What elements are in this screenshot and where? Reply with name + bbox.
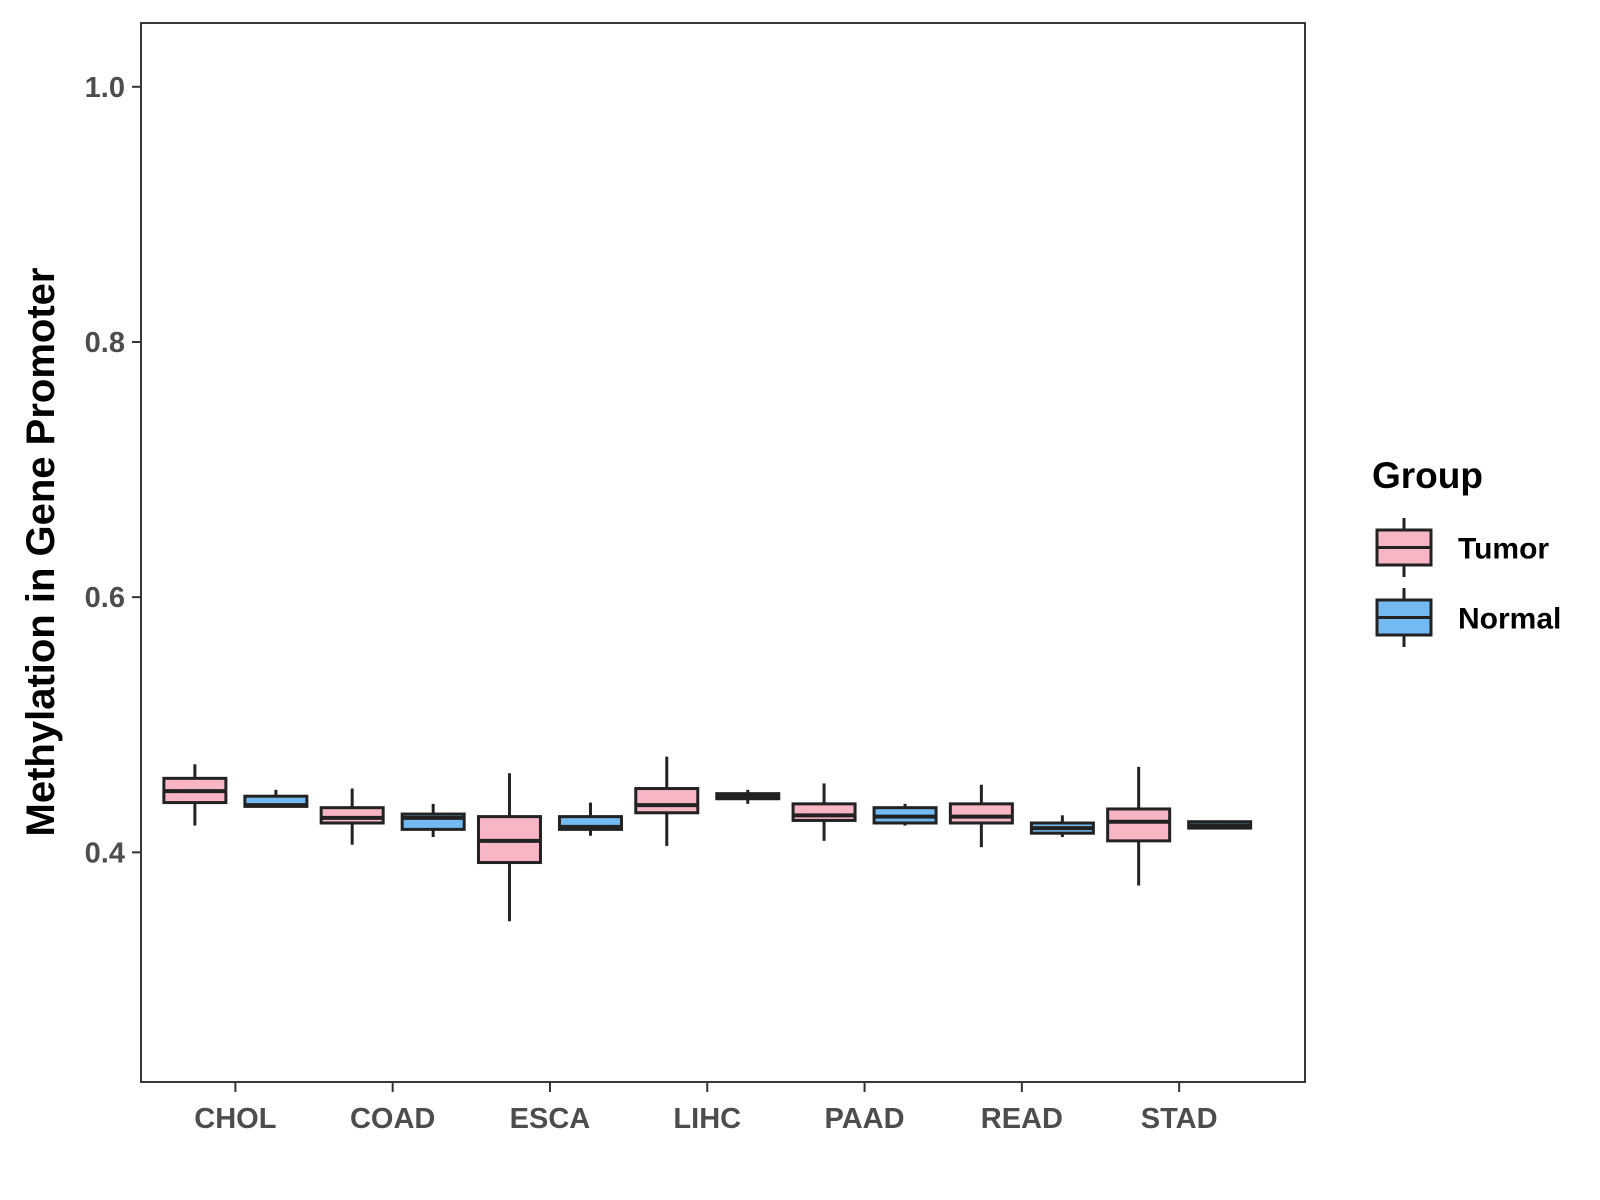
box-tumor-lihc [634, 756, 700, 846]
legend-title: Group [1372, 455, 1483, 496]
x-tick-label: READ [981, 1103, 1063, 1135]
box-body [948, 802, 1014, 825]
box-tumor-read [948, 784, 1014, 848]
box-tumor-paad [791, 783, 857, 841]
x-tick-label: COAD [350, 1103, 435, 1135]
x-tick-label: LIHC [673, 1103, 741, 1135]
x-tick-label: STAD [1141, 1103, 1218, 1135]
y-axis-title: Methylation in Gene Promoter [19, 268, 63, 837]
box-normal-lihc [715, 789, 781, 804]
box-body [319, 806, 385, 825]
box-normal-chol [243, 789, 309, 808]
y-tick-label: 1.0 [85, 72, 125, 104]
y-axis: 0.4 0.6 0.8 1.0 [85, 72, 141, 869]
box-body [1106, 807, 1172, 843]
legend-item-tumor: Tumor [1375, 518, 1549, 577]
box-tumor-esca [476, 773, 542, 922]
plot-panel-border [140, 22, 1306, 1083]
box-body [791, 802, 857, 822]
legend-label: Tumor [1458, 533, 1549, 566]
x-tick-label: CHOL [194, 1103, 276, 1135]
box-normal-paad [872, 803, 938, 826]
x-tick-label: ESCA [510, 1103, 591, 1135]
legend-label: Normal [1458, 603, 1561, 636]
legend-item-normal: Normal [1375, 588, 1561, 647]
box-tumor-coad [319, 788, 385, 845]
box-normal-coad [400, 803, 466, 838]
box-normal-read [1029, 815, 1095, 838]
y-tick-label: 0.4 [85, 837, 125, 869]
x-tick-label: PAAD [825, 1103, 905, 1135]
box-tumor-chol [162, 764, 228, 826]
box-normal-esca [557, 802, 623, 836]
y-tick-label: 0.6 [85, 582, 125, 614]
box-series [162, 756, 1253, 922]
box-normal-stad [1187, 820, 1253, 830]
x-axis: CHOL COAD ESCA LIHC PAAD READ STAD [194, 1082, 1218, 1135]
box-body [634, 787, 700, 815]
box-tumor-stad [1106, 766, 1172, 886]
y-tick-label: 0.8 [85, 327, 125, 359]
legend: Group Tumor Normal [1372, 455, 1561, 647]
